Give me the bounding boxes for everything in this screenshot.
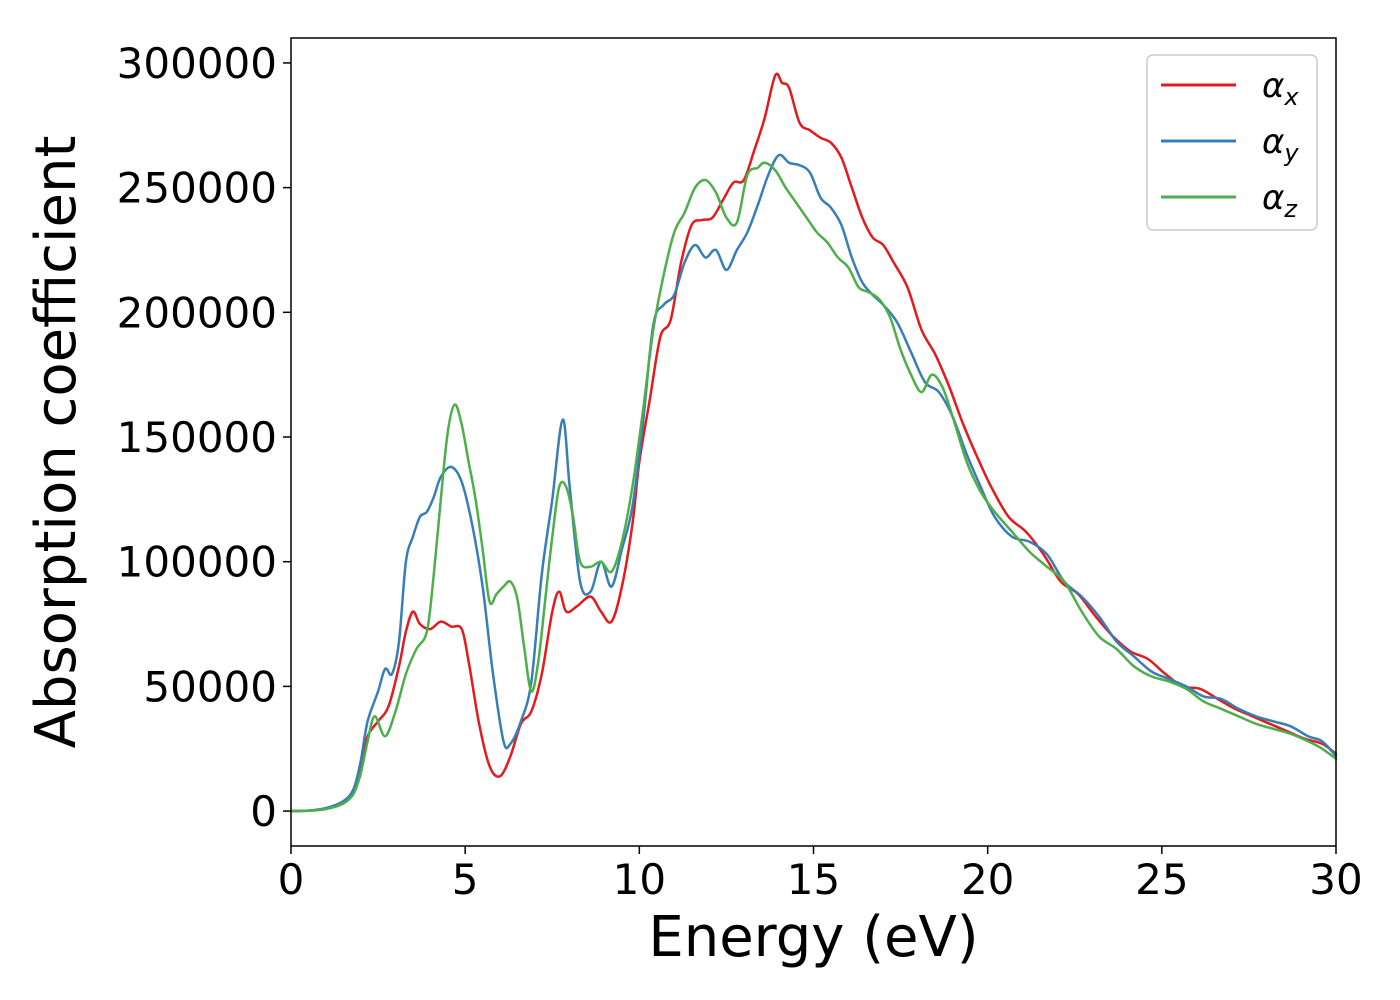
x-tick-label: 15 <box>787 855 840 904</box>
legend-label-y: αy <box>1262 122 1299 167</box>
legend-label-x: αx <box>1262 66 1299 111</box>
y-axis-ticks: 0 50000 100000 150000 200000 250000 300000 <box>117 39 291 836</box>
series-line-x <box>289 72 1338 813</box>
y-tick-label: 150000 <box>117 413 277 462</box>
x-tick-label: 0 <box>278 855 305 904</box>
x-tick-label: 30 <box>1309 855 1362 904</box>
y-tick-label: 250000 <box>117 164 277 213</box>
legend-label-z: αz <box>1262 178 1298 223</box>
x-tick-label: 20 <box>961 855 1014 904</box>
y-tick-label: 0 <box>250 787 277 836</box>
x-tick-label: 10 <box>613 855 666 904</box>
x-axis-label: Energy (eV) <box>648 905 978 970</box>
y-tick-label: 100000 <box>117 538 277 587</box>
y-tick-label: 200000 <box>117 288 277 337</box>
x-tick-label: 25 <box>1135 855 1188 904</box>
series-layer <box>289 72 1338 813</box>
y-axis-label: Absorption coefficient <box>24 136 89 749</box>
y-tick-label: 50000 <box>143 662 277 711</box>
x-tick-label: 5 <box>452 855 479 904</box>
series-line-z <box>289 161 1338 813</box>
legend: αx αy αz <box>1146 54 1318 231</box>
series-line-y <box>289 153 1338 813</box>
y-tick-label: 300000 <box>117 39 277 88</box>
x-axis-ticks: 0 5 10 15 20 25 30 <box>278 846 1363 904</box>
